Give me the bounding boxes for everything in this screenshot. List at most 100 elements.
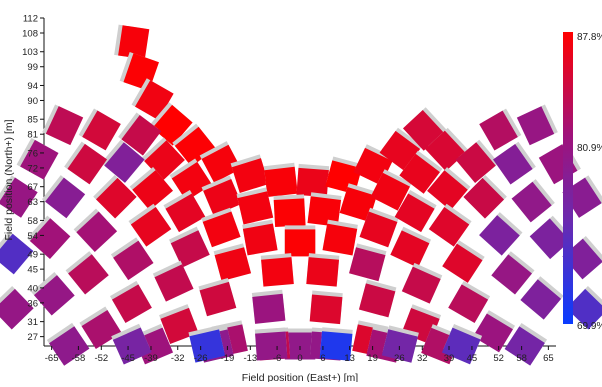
heliostat [284, 225, 316, 257]
heliostat [538, 142, 581, 185]
x-tick-label: 6 [320, 353, 325, 364]
heliostat-panel [427, 170, 468, 211]
heliostat-panel [252, 293, 286, 324]
heliostat [118, 112, 162, 156]
heliostat-panel [242, 223, 278, 256]
heliostat-panel [203, 178, 242, 216]
y-tick-label: 45 [27, 265, 38, 276]
heliostat [65, 251, 109, 295]
heliostat [213, 243, 252, 282]
heliostat-field [0, 24, 602, 366]
heliostat-panel [132, 170, 173, 211]
y-tick-label: 31 [27, 317, 38, 328]
heliostat-panel [29, 218, 71, 260]
heliostat [41, 175, 86, 219]
x-tick-label: 32 [417, 353, 428, 364]
heliostat [260, 253, 294, 287]
heliostat [349, 243, 387, 282]
heliostat-panel [264, 166, 298, 198]
heliostat [520, 276, 564, 320]
heliostat-panel [441, 327, 481, 365]
y-tick-label: 108 [22, 28, 38, 39]
heliostat [339, 183, 378, 222]
heliostat-panel [566, 288, 602, 330]
heliostat-panel [174, 126, 216, 167]
heliostat-panel [199, 281, 237, 317]
heliostat-panel [307, 196, 342, 227]
heliostat [394, 190, 437, 233]
heliostat-panel [463, 177, 505, 219]
heliostat-panel [165, 193, 206, 233]
heliostat-panel [516, 106, 555, 146]
heliostat-panel [201, 144, 242, 183]
heliostat [199, 141, 242, 183]
colorbar-gradient [563, 32, 573, 324]
x-tick-label: 52 [493, 353, 504, 364]
y-tick-label: 103 [22, 47, 38, 58]
colorbar: 87.8% 80.9% 69.9% [563, 32, 602, 332]
heliostat [381, 325, 419, 363]
y-tick-label: 67 [27, 182, 38, 193]
heliostat [64, 141, 108, 185]
heliostat [427, 167, 471, 211]
heliostat-panel [358, 283, 396, 318]
heliostat-panel [113, 240, 154, 281]
heliostat [307, 192, 342, 227]
x-tick-label: 39 [444, 353, 455, 364]
y-tick-label: 81 [27, 130, 38, 141]
heliostat-panel [49, 326, 90, 366]
heliostat [110, 237, 154, 281]
heliostat-panel [394, 193, 435, 233]
heliostat-panel [491, 254, 532, 295]
heliostat [370, 169, 412, 211]
heliostat [511, 179, 555, 223]
x-tick-label: -45 [121, 353, 135, 364]
heliostat [78, 108, 121, 151]
heliostat-panel [171, 161, 212, 202]
heliostat [399, 150, 443, 194]
x-tick-label: -32 [171, 353, 185, 364]
heliostat-panel [455, 142, 496, 183]
heliostat-panel [68, 254, 109, 295]
heliostat-panel [154, 264, 194, 302]
colorbar-mid-label: 80.9% [577, 143, 602, 154]
heliostat-panel [231, 158, 269, 193]
heliostat [201, 207, 241, 248]
y-tick-label: 54 [27, 231, 38, 242]
heliostat-panel [339, 187, 377, 222]
heliostat [201, 175, 242, 216]
heliostat-panel [504, 326, 545, 366]
y-tick-label: 94 [27, 81, 38, 92]
heliostat-panel [96, 177, 137, 219]
heliostat [455, 139, 499, 183]
heliostat [198, 278, 237, 317]
y-tick-label: 36 [27, 298, 38, 309]
heliostat [101, 139, 145, 183]
heliostat-panel [284, 229, 316, 257]
heliostat [448, 280, 491, 324]
heliostat-panel [237, 191, 274, 225]
x-axis-label: Field position (East+) [m] [242, 372, 359, 382]
heliostat [442, 240, 485, 283]
heliostat-panel [493, 144, 533, 185]
y-tick-label: 76 [27, 148, 38, 159]
y-tick-label: 58 [27, 216, 38, 227]
x-tick-label: -19 [221, 353, 235, 364]
y-tick-label: 85 [27, 115, 38, 126]
heliostat-panel [121, 114, 162, 156]
heliostat [401, 262, 443, 304]
heliostat-panel [214, 247, 252, 282]
heliostat [152, 260, 194, 302]
heliostat [172, 123, 216, 167]
y-tick-label: 72 [27, 163, 38, 174]
heliostat [0, 175, 38, 218]
heliostat [230, 154, 269, 193]
heliostat [504, 323, 548, 366]
y-tick-label: 27 [27, 332, 38, 343]
heliostat-panel [472, 313, 513, 353]
x-tick-label: -52 [94, 353, 108, 364]
heliostat-panel [76, 211, 118, 253]
heliostat-panel [370, 172, 410, 211]
heliostat-panel [104, 142, 145, 183]
heliostat [390, 226, 432, 268]
